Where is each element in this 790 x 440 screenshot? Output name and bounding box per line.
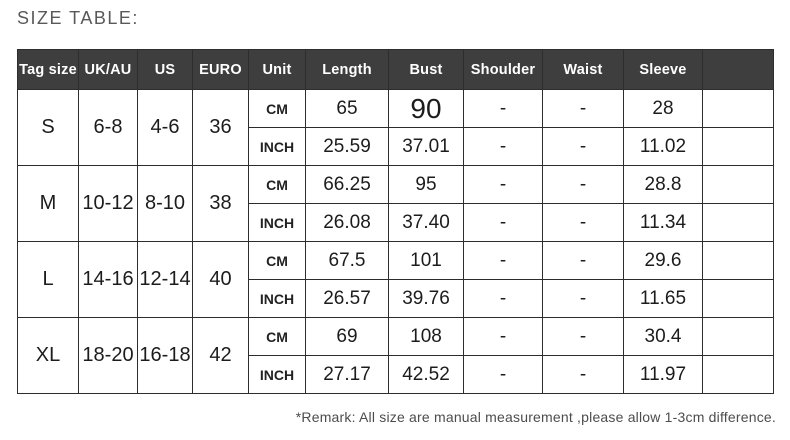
uk-au-cell: 6-8 <box>78 89 138 166</box>
waist-cell: - <box>542 203 624 242</box>
tag-size-cell: M <box>17 165 79 242</box>
shoulder-cell: - <box>463 279 543 318</box>
bust-cell: 37.40 <box>388 203 464 242</box>
us-cell: 8-10 <box>137 165 193 242</box>
column-header: Length <box>305 49 389 90</box>
length-cell: 67.5 <box>305 241 389 280</box>
unit-cell: CM <box>248 165 306 204</box>
tag-size-cell: S <box>17 89 79 166</box>
size-row: M 10-12 8-10 38 CM 66.25 95- -28.8 <box>17 165 774 242</box>
unit-cell: INCH <box>248 127 306 166</box>
bust-cell: 39.76 <box>388 279 464 318</box>
waist-cell: - <box>542 127 624 166</box>
remark-note: *Remark: All size are manual measurement… <box>295 409 776 425</box>
length-cell: 65 <box>305 89 389 128</box>
length-cell: 27.17 <box>305 355 389 394</box>
size-row: INCH 26.57 39.76- -11.65 <box>18 279 774 318</box>
empty-cell <box>702 317 774 356</box>
empty-cell <box>702 165 774 204</box>
us-cell: 12-14 <box>137 241 193 318</box>
size-row: XL 18-20 16-18 42 CM 69 108- -30.4 <box>17 317 774 394</box>
length-cell: 66.25 <box>305 165 389 204</box>
bust-cell: 37.01 <box>388 127 464 166</box>
sleeve-cell: 11.97 <box>623 355 703 394</box>
size-row: L 14-16 12-14 40 CM 67.5 101- -29.6 <box>17 241 774 318</box>
euro-cell: 42 <box>192 317 249 394</box>
length-cell: 69 <box>305 317 389 356</box>
length-cell: 26.57 <box>305 279 389 318</box>
waist-cell: - <box>542 279 624 318</box>
length-cell: 25.59 <box>305 127 389 166</box>
sleeve-cell: 28 <box>623 89 703 128</box>
tag-size-cell: XL <box>17 317 79 394</box>
unit-cell: CM <box>248 89 306 128</box>
bust-cell: 90 <box>388 89 464 128</box>
waist-cell: - <box>542 355 624 394</box>
us-cell: 4-6 <box>137 89 193 166</box>
waist-cell: - <box>542 89 624 128</box>
bust-cell: 101 <box>388 241 464 280</box>
empty-cell <box>702 203 774 242</box>
length-cell: 26.08 <box>305 203 389 242</box>
sleeve-cell: 29.6 <box>623 241 703 280</box>
header-row: Tag size UK/AU US EURO Unit Length Bust Shoulde… <box>17 49 774 90</box>
unit-cell: INCH <box>248 203 306 242</box>
size-row: INCH 26.08 37.40- -11.34 <box>18 203 774 242</box>
uk-au-cell: 18-20 <box>78 317 138 394</box>
unit-cell: CM <box>248 241 306 280</box>
column-header: Waist <box>542 49 624 90</box>
size-row: S 6-8 4-6 36 CM 65 90- -28 <box>17 89 774 166</box>
shoulder-cell: - <box>463 165 543 204</box>
tag-size-cell: L <box>17 241 79 318</box>
size-table: Tag size UK/AU US EURO Unit Length Bust Shoulde… <box>17 49 774 394</box>
column-header: Unit <box>248 49 306 90</box>
column-header: EURO <box>192 49 249 90</box>
sleeve-cell: 30.4 <box>623 317 703 356</box>
shoulder-cell: - <box>463 89 543 128</box>
waist-cell: - <box>542 165 624 204</box>
us-cell: 16-18 <box>137 317 193 394</box>
page-title: SIZE TABLE: <box>17 8 139 28</box>
size-row: INCH 27.17 42.52- -11.97 <box>18 355 774 394</box>
sleeve-cell: 11.65 <box>623 279 703 318</box>
size-table-body: S 6-8 4-6 36 CM 65 90- -28 INCH 25.59 37.01- -11.02… <box>17 89 774 394</box>
bust-cell: 95 <box>388 165 464 204</box>
sleeve-cell: 28.8 <box>623 165 703 204</box>
column-header: Bust <box>388 49 464 90</box>
unit-cell: INCH <box>248 355 306 394</box>
waist-cell: - <box>542 317 624 356</box>
column-header: Shoulder <box>463 49 543 90</box>
shoulder-cell: - <box>463 355 543 394</box>
shoulder-cell: - <box>463 203 543 242</box>
empty-cell <box>702 279 774 318</box>
column-header: US <box>137 49 193 90</box>
bust-cell: 108 <box>388 317 464 356</box>
sleeve-cell: 11.02 <box>623 127 703 166</box>
euro-cell: 36 <box>192 89 249 166</box>
euro-cell: 38 <box>192 165 249 242</box>
column-header: Tag size <box>17 49 79 90</box>
unit-cell: CM <box>248 317 306 356</box>
sleeve-cell: 11.34 <box>623 203 703 242</box>
size-row: INCH 25.59 37.01- -11.02 <box>18 127 774 166</box>
uk-au-cell: 14-16 <box>78 241 138 318</box>
uk-au-cell: 10-12 <box>78 165 138 242</box>
shoulder-cell: - <box>463 241 543 280</box>
waist-cell: - <box>542 241 624 280</box>
shoulder-cell: - <box>463 127 543 166</box>
column-header-empty <box>702 49 774 90</box>
empty-cell <box>702 127 774 166</box>
column-header: Sleeve <box>623 49 703 90</box>
empty-cell <box>702 241 774 280</box>
empty-cell <box>702 89 774 128</box>
column-header: UK/AU <box>78 49 138 90</box>
empty-cell <box>702 355 774 394</box>
shoulder-cell: - <box>463 317 543 356</box>
unit-cell: INCH <box>248 279 306 318</box>
bust-cell: 42.52 <box>388 355 464 394</box>
euro-cell: 40 <box>192 241 249 318</box>
